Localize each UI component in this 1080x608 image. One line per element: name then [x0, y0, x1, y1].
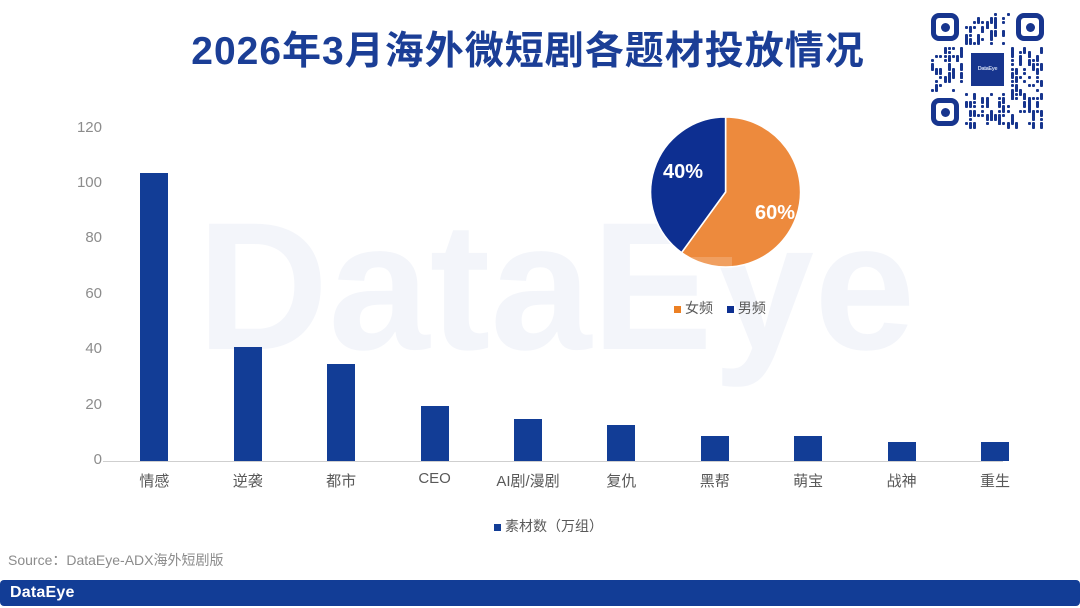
svg-text:40%: 40%	[663, 161, 703, 183]
svg-text:60%: 60%	[755, 202, 795, 224]
